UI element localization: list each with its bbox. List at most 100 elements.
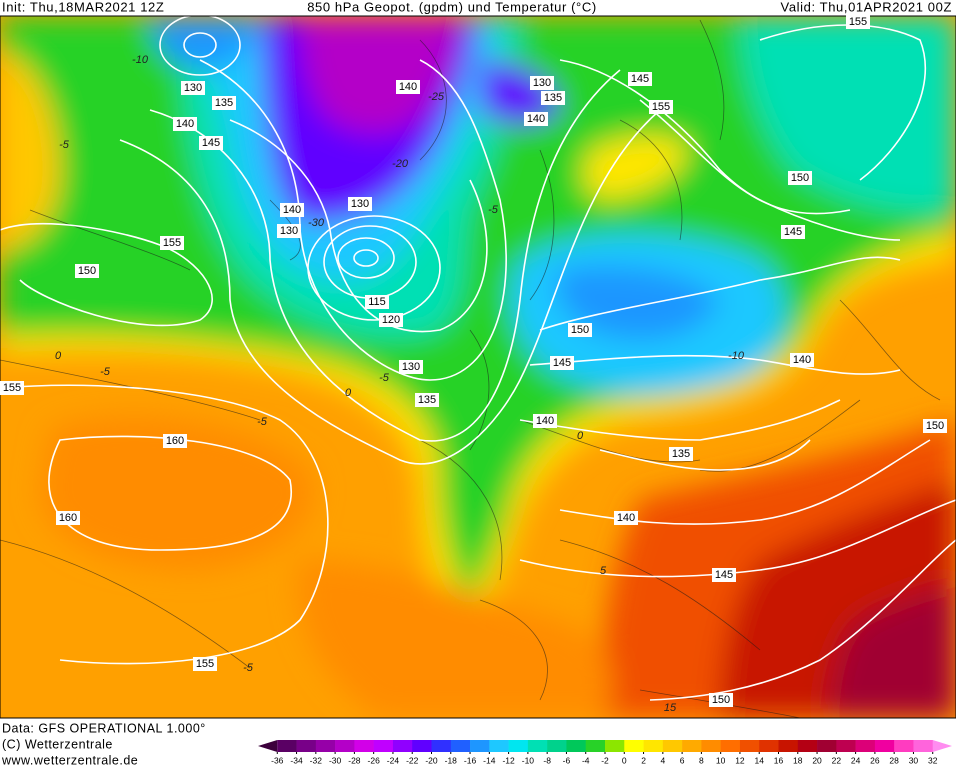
website: www.wetterzentrale.de: [1, 753, 138, 767]
contour-label-box: [365, 295, 389, 309]
colorbar-swatch: [701, 740, 721, 752]
contour-label: 115: [365, 295, 389, 309]
colorbar-swatch: [566, 740, 587, 752]
colorbar-label: -26: [368, 755, 381, 765]
colorbar-label: 26: [870, 755, 880, 765]
contour-label-text: 160: [166, 435, 184, 447]
colorbar-swatch: [624, 740, 644, 752]
contour-label-text: 140: [617, 512, 635, 524]
colorbar-swatch: [412, 740, 432, 752]
contour-label-box: [788, 171, 812, 185]
contour-label-text: 155: [652, 101, 670, 113]
colorbar-swatch: [643, 740, 664, 752]
contour-label-box: [712, 568, 736, 582]
colorbar-label: -16: [464, 755, 477, 765]
isotherm-label: -20: [392, 158, 409, 170]
contour-label-box: [396, 80, 420, 94]
colorbar-label: 30: [909, 755, 919, 765]
colorbar-label: -18: [445, 755, 458, 765]
contour-label-box: [530, 76, 554, 90]
colorbar-swatch: [431, 740, 452, 752]
map-title: 850 hPa Geopot. (gpdm) und Temperatur (°…: [307, 0, 597, 14]
contour-label-box: [415, 393, 439, 407]
colorbar-swatch: [527, 740, 548, 752]
contour-label: 140: [280, 203, 304, 217]
colorbar-label: -36: [271, 755, 284, 765]
contour-label-box: [173, 117, 197, 131]
colorbar-swatch: [913, 740, 934, 752]
colorbar-swatch: [894, 740, 914, 752]
contour-label-text: 150: [926, 420, 944, 432]
contour-label: 140: [173, 117, 197, 131]
contour-label-box: [56, 511, 80, 525]
contour-label-text: 150: [791, 172, 809, 184]
contour-label: 145: [550, 356, 574, 370]
contour-label-text: 155: [163, 237, 181, 249]
colorbar-swatch: [508, 740, 529, 752]
contour-label-text: 135: [672, 448, 690, 460]
isotherm-label: 15: [664, 702, 677, 714]
colorbar-swatch: [296, 740, 317, 752]
contour-label: 140: [790, 353, 814, 367]
contour-label-text: 160: [59, 512, 77, 524]
contour-label: 130: [530, 76, 554, 90]
map-frame: [0, 15, 956, 719]
contour-label: 135: [541, 91, 565, 105]
colorbar-label: -4: [582, 755, 590, 765]
colorbar-label: -20: [425, 755, 438, 765]
copyright: (C) Wetterzentrale: [2, 737, 113, 751]
isotherm-label: 5: [600, 565, 607, 577]
contour-label: 140: [614, 511, 638, 525]
contour-label-text: 130: [351, 198, 369, 210]
contour-label-box: [923, 419, 947, 433]
contour-label-text: 130: [402, 361, 420, 373]
colorbar-label: -24: [387, 755, 400, 765]
colorbar-swatch: [662, 740, 683, 752]
colorbar-swatch: [489, 740, 509, 752]
colorbar-swatch: [720, 740, 741, 752]
isotherm-label: -5: [243, 662, 254, 674]
contour-label-box: [163, 434, 187, 448]
contour-label-text: 120: [382, 314, 400, 326]
contour-label-box: [790, 353, 814, 367]
contour-label-text: 135: [418, 394, 436, 406]
contour-label-text: 145: [784, 226, 802, 238]
contour-label-box: [628, 72, 652, 86]
contour-label-box: [277, 224, 301, 238]
contour-label-text: 140: [399, 81, 417, 93]
colorbar-swatch: [547, 740, 567, 752]
contour-label-box: [649, 100, 673, 114]
colorbar-swatch: [739, 740, 760, 752]
contour-label: 150: [709, 693, 733, 707]
colorbar-swatch: [277, 740, 297, 752]
contour-label-box: [614, 511, 638, 525]
colorbar-swatch: [682, 740, 702, 752]
contour-label: 150: [923, 419, 947, 433]
colorbar-label: -30: [329, 755, 342, 765]
colorbar-swatch: [759, 740, 779, 752]
contour-label-text: 140: [283, 204, 301, 216]
contour-label: 130: [348, 197, 372, 211]
colorbar-label: -14: [483, 755, 496, 765]
contour-label-text: 145: [631, 73, 649, 85]
colorbar-arrow: [932, 740, 952, 752]
contour-label-box: [181, 81, 205, 95]
colorbar-swatch: [836, 740, 856, 752]
contour-label: 160: [163, 434, 187, 448]
colorbar-swatch: [855, 740, 876, 752]
contour-label-text: 145: [553, 357, 571, 369]
contour-label: 130: [277, 224, 301, 238]
contour-label-text: 115: [368, 296, 386, 308]
colorbar-label: -8: [543, 755, 551, 765]
isotherm-label: 0: [577, 430, 584, 442]
contour-label: 140: [524, 112, 548, 126]
colorbar-label: 14: [754, 755, 764, 765]
isotherm-label: -5: [100, 366, 111, 378]
valid-time: Valid: Thu,01APR2021 00Z: [781, 0, 952, 14]
contour-label-text: 145: [715, 569, 733, 581]
isotherm-label: -5: [59, 139, 70, 151]
contour-label: 145: [781, 225, 805, 239]
contour-label-box: [541, 91, 565, 105]
contour-label-box: [781, 225, 805, 239]
